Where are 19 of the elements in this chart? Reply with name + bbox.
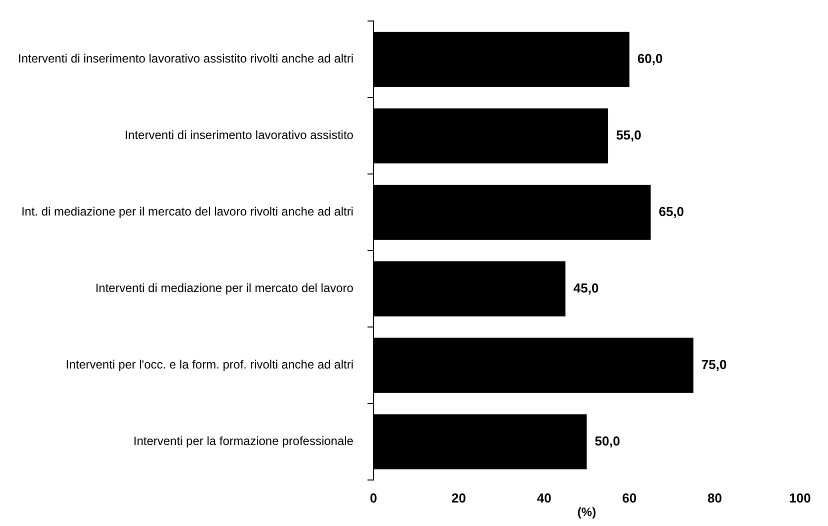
data-label: 75,0 [701, 356, 727, 372]
y-tick-label: Interventi di mediazione per il mercato del lavoro [95, 281, 354, 296]
x-tick-label: 80 [707, 490, 722, 506]
data-label: 50,0 [594, 433, 620, 448]
x-axis-title: (%) [577, 505, 596, 520]
data-label: 55,0 [616, 127, 642, 142]
x-tick-label: 40 [536, 490, 552, 506]
x-tick-label: 60 [622, 490, 637, 506]
y-tick-label: Int. di mediazione per il mercato del lavoro rivolti anche ad altri [21, 204, 354, 219]
data-label: 60,0 [637, 51, 663, 66]
data-label: 45,0 [573, 280, 599, 296]
y-tick-label: Interventi di inserimento lavorativo assistito rivolti anche ad altri [18, 52, 354, 66]
x-tick-label: 20 [452, 490, 466, 506]
x-tick-label: 100 [789, 490, 811, 506]
data-label: 65,0 [658, 204, 684, 219]
y-tick-label: Interventi per la formazione professionale [133, 434, 354, 448]
y-tick-label: Interventi per l'occ. e la form. prof. rivolti anche ad altri [66, 358, 354, 372]
x-tick-label: 0 [370, 490, 378, 506]
y-tick-label: Interventi di inserimento lavorativo assistito [124, 128, 354, 142]
